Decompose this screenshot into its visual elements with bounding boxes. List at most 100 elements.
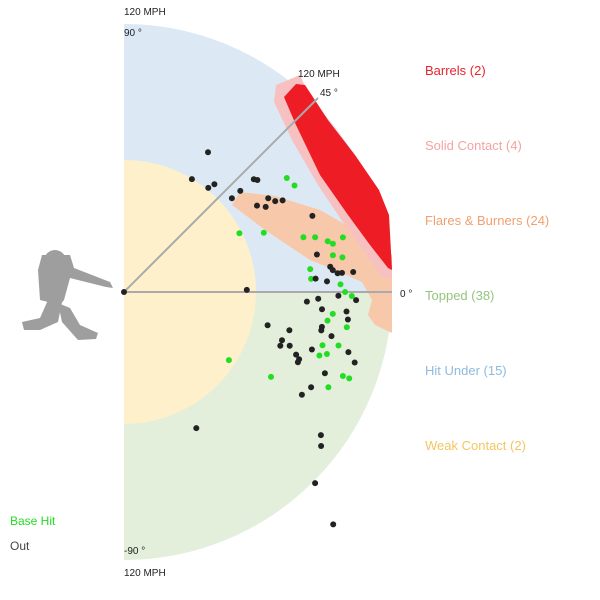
data-point-8 [237, 187, 244, 194]
data-point-61 [293, 351, 300, 358]
data-point-69 [339, 373, 346, 379]
data-point-56 [335, 342, 342, 349]
data-point-60 [286, 342, 293, 349]
data-point-29 [329, 267, 336, 274]
angle-label-90: 90 ° [124, 28, 142, 39]
data-point-11 [262, 203, 269, 210]
data-point-49 [344, 316, 351, 323]
legend-barrels: Barrels (2) [425, 63, 486, 78]
data-point-70 [346, 375, 353, 382]
data-point-10 [254, 202, 260, 209]
data-point-63 [316, 352, 323, 359]
data-point-40 [353, 297, 360, 304]
origin-point [121, 289, 127, 295]
data-point-73 [308, 384, 315, 391]
data-point-50 [343, 324, 350, 331]
speed-label-45: 120 MPH [298, 69, 340, 80]
data-point-52 [286, 327, 293, 334]
data-point-38 [243, 286, 250, 293]
forty-five-degree-line [123, 97, 319, 293]
data-point-13 [279, 197, 286, 204]
data-point-43 [315, 295, 322, 302]
data-point-25 [339, 254, 346, 261]
outcome-legend: Base Hit Out [10, 514, 56, 553]
data-point-32 [308, 275, 315, 282]
data-point-3 [205, 184, 212, 191]
data-point-64 [323, 351, 330, 357]
data-point-26 [307, 266, 314, 273]
data-point-67 [294, 359, 301, 366]
data-point-51 [264, 322, 271, 329]
data-point-2 [188, 176, 195, 183]
data-point-28 [334, 270, 341, 277]
barrels-zone [284, 84, 392, 270]
data-point-19 [300, 234, 307, 241]
data-point-76 [317, 432, 324, 439]
data-point-47 [324, 317, 331, 324]
data-point-12 [272, 198, 279, 205]
data-point-21 [324, 238, 331, 245]
data-point-24 [329, 252, 336, 259]
speed-label-top: 120 MPH [124, 7, 166, 18]
data-point-23 [339, 234, 346, 241]
data-point-36 [342, 289, 349, 295]
data-point-53 [318, 327, 325, 334]
data-point-58 [279, 337, 285, 344]
legend-out: Out [10, 539, 30, 553]
data-point-31 [350, 269, 357, 275]
data-point-44 [319, 306, 325, 313]
angle-label-neg-90: -90 ° [124, 546, 145, 557]
axis-labels: 120 MPH 90 ° 120 MPH 45 ° 0 ° -90 ° 120 … [124, 7, 412, 579]
data-point-1 [205, 149, 211, 156]
data-point-34 [324, 278, 330, 285]
data-point-59 [277, 342, 284, 349]
legend-hit-under: Hit Under (15) [425, 363, 507, 378]
legend-weak-contact: Weak Contact (2) [425, 438, 526, 453]
angle-label-45: 45 ° [320, 88, 338, 99]
data-point-57 [345, 349, 352, 356]
data-point-17 [260, 229, 267, 236]
data-point-33 [312, 275, 319, 282]
data-point-18 [309, 212, 316, 219]
data-point-37 [313, 251, 320, 258]
legend-topped: Topped (38) [425, 288, 494, 303]
legend-solid-contact: Solid Contact (4) [425, 138, 522, 153]
data-point-80 [193, 425, 200, 432]
data-point-20 [312, 234, 319, 241]
legend-flares-burners: Flares & Burners (24) [425, 213, 549, 228]
angle-label-0: 0 ° [400, 289, 412, 300]
data-point-79 [330, 521, 337, 528]
data-point-75 [225, 357, 232, 364]
data-point-77 [318, 443, 325, 449]
data-point-74 [298, 391, 305, 398]
data-point-30 [339, 269, 345, 276]
zone-legend: Barrels (2) Solid Contact (4) Flares & B… [425, 63, 549, 453]
data-point-55 [328, 333, 335, 340]
data-point-54 [319, 342, 326, 349]
data-point-62 [308, 346, 315, 353]
data-point-9 [265, 195, 272, 202]
data-point-46 [343, 308, 350, 315]
data-point-16 [236, 230, 243, 237]
data-point-39 [348, 293, 355, 299]
batter-icon [22, 250, 113, 340]
speed-label-bottom: 120 MPH [124, 568, 166, 579]
data-points [188, 149, 360, 528]
data-point-71 [325, 384, 332, 391]
data-point-41 [335, 292, 342, 299]
data-point-15 [291, 182, 298, 189]
flares-burners-zone [232, 192, 392, 333]
data-point-6 [254, 177, 261, 183]
data-point-35 [337, 281, 344, 288]
data-point-68 [321, 370, 328, 377]
data-point-72 [268, 373, 274, 380]
data-point-14 [283, 175, 290, 181]
data-point-65 [351, 359, 358, 366]
data-point-42 [303, 298, 310, 305]
legend-base-hit: Base Hit [10, 514, 56, 528]
data-point-22 [329, 240, 336, 247]
data-point-4 [211, 181, 218, 188]
data-point-7 [228, 195, 235, 202]
data-point-78 [312, 480, 319, 487]
